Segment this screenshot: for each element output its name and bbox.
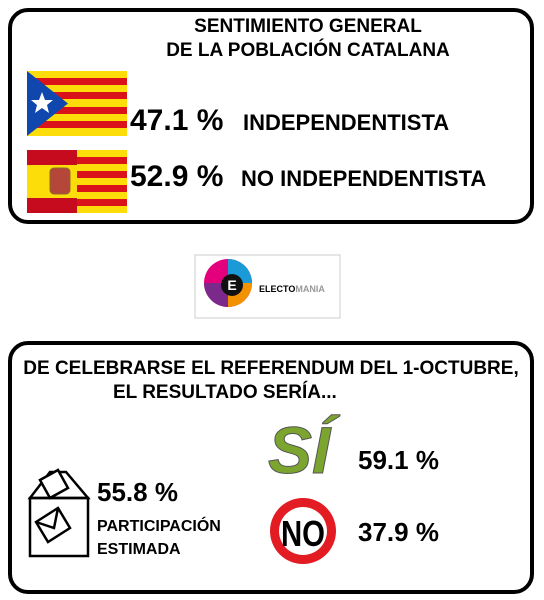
logo: E ELECTOMANIA (194, 254, 341, 319)
flag-spain-senyera (27, 150, 127, 213)
yes-value: 59.1 % (358, 445, 439, 475)
no-word: NO (281, 513, 325, 554)
panel-title: DE LA POBLACIÓN CATALANA (166, 39, 450, 61)
logo-text-1: ELECTO (259, 284, 295, 294)
ballot-icon (27, 468, 91, 558)
percent-value: 47.1 % (130, 104, 223, 137)
participation-label: ESTIMADA (97, 541, 181, 558)
logo-initial: E (227, 277, 236, 293)
logo-text: ELECTOMANIA (259, 284, 325, 294)
panel-title: EL RESULTADO SERÍA... (113, 381, 337, 403)
percent-value: 52.9 % (130, 160, 223, 193)
participation-label: PARTICIPACIÓN (97, 516, 221, 535)
row-label: INDEPENDENTISTA (243, 110, 449, 135)
participation-value: 55.8 % (97, 477, 178, 507)
panel-title: SENTIMIENTO GENERAL (194, 16, 422, 37)
panel (8, 8, 534, 224)
logo-text-2: MANIA (295, 284, 325, 294)
flag-estelada (27, 71, 127, 136)
yes-word: SÍ (268, 413, 341, 487)
no-icon: NO (270, 498, 336, 564)
panel (8, 341, 534, 594)
row-label: NO INDEPENDENTISTA (241, 166, 486, 191)
panel-title: DE CELEBRARSE EL REFERENDUM DEL 1-OCTUBR… (23, 358, 518, 379)
no-value: 37.9 % (358, 517, 439, 547)
